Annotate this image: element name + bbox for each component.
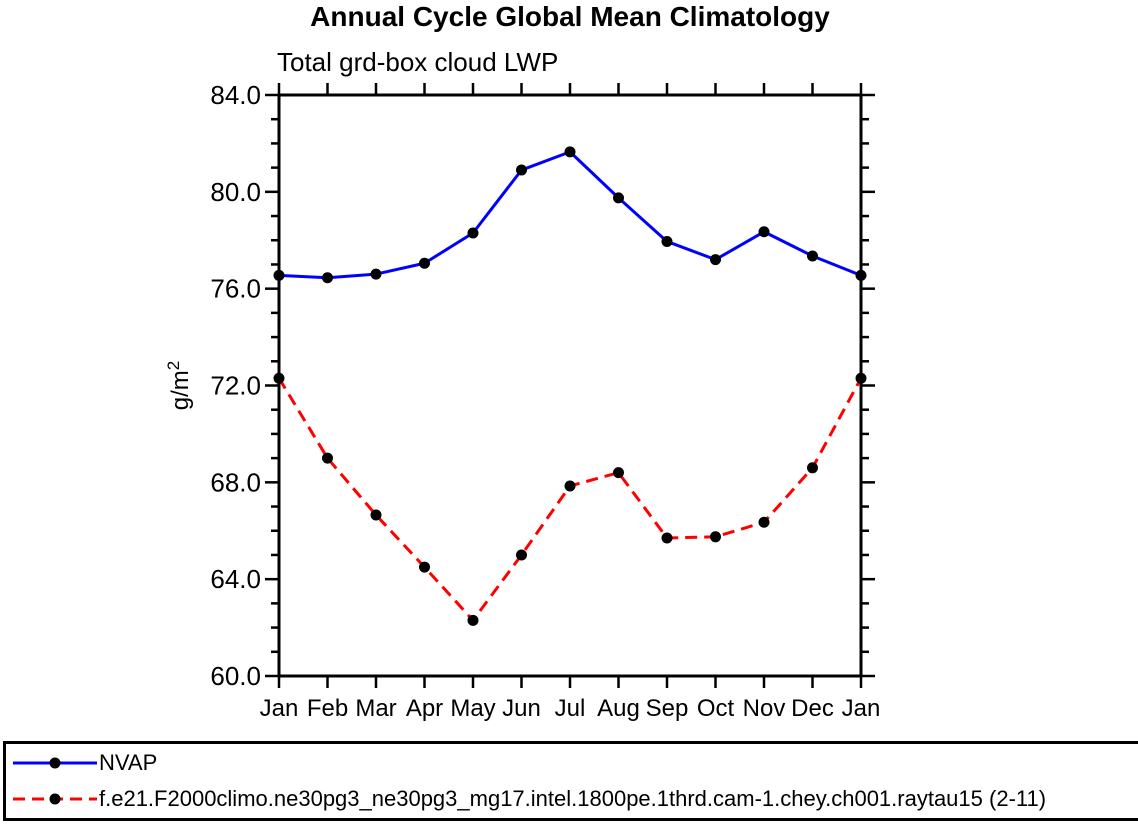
x-axis-tick-label: Apr xyxy=(406,695,443,722)
y-axis-tick-label: 84.0 xyxy=(210,80,261,110)
y-axis-tick-label: 64.0 xyxy=(210,564,261,594)
x-axis-tick-label: Nov xyxy=(743,695,786,722)
data-point-marker xyxy=(564,146,576,158)
plot-area: 60.0 64.0 68.0 72.0 76.0 80.0 84.0 Jan Feb Mar Apr… xyxy=(164,80,881,722)
data-point-marker xyxy=(322,452,333,464)
data-point-marker xyxy=(370,268,382,280)
axis-frame xyxy=(277,93,863,678)
data-point-marker xyxy=(613,192,624,204)
data-point-marker xyxy=(516,164,527,176)
data-point-marker xyxy=(855,269,867,281)
data-point-marker xyxy=(419,257,430,269)
data-point-marker xyxy=(758,516,770,528)
y-axis-tick-label: 60.0 xyxy=(210,661,261,691)
x-axis-tick-label: Jul xyxy=(555,695,586,722)
x-axis-tick-label: Jan xyxy=(842,695,881,722)
legend-label-model: f.e21.F2000climo.ne30pg3_ne30pg3_mg17.in… xyxy=(99,785,1047,811)
data-point-marker xyxy=(273,372,285,384)
y-axis-tick-label: 72.0 xyxy=(210,371,261,401)
x-axis-tick-label: Aug xyxy=(597,695,640,722)
data-point-marker xyxy=(613,467,624,479)
chart-title: Annual Cycle Global Mean Climatology xyxy=(310,1,830,32)
legend: NVAP f.e21.F2000climo.ne30pg3_ne30pg3_mg… xyxy=(3,741,1138,821)
data-point-marker xyxy=(661,532,673,544)
x-axis-tick-label: Feb xyxy=(307,695,348,722)
series-line-model xyxy=(277,377,863,622)
model-line-sample-icon xyxy=(13,793,97,805)
x-axis-tick-label: May xyxy=(450,695,495,722)
data-point-marker xyxy=(758,226,770,238)
data-point-marker xyxy=(710,531,721,543)
x-axis-tick-label: Mar xyxy=(355,695,396,722)
chart-subtitle: Total grd-box cloud LWP xyxy=(277,47,559,77)
data-point-marker xyxy=(419,561,430,573)
data-point-marker xyxy=(807,462,818,474)
legend-label-nvap: NVAP xyxy=(99,750,158,776)
x-axis-tick-label: Jan xyxy=(260,695,299,722)
y-axis-tick-label: 68.0 xyxy=(210,467,261,497)
data-point-marker xyxy=(807,250,818,262)
y-axis-tick-label: 80.0 xyxy=(210,177,261,207)
nvap-line-sample-icon xyxy=(13,757,97,769)
y-axis-tick-label: 76.0 xyxy=(210,274,261,304)
legend-item-nvap: NVAP xyxy=(13,747,1138,779)
data-point-marker xyxy=(710,254,721,266)
data-point-marker xyxy=(516,549,527,561)
data-point-marker xyxy=(467,227,479,239)
data-point-marker xyxy=(467,614,479,626)
x-axis-tick-label: Jun xyxy=(502,695,541,722)
data-point-marker xyxy=(855,372,867,384)
data-point-marker xyxy=(564,480,576,492)
x-axis-tick-label: Oct xyxy=(697,695,735,722)
data-point-marker xyxy=(370,509,382,521)
series-line-nvap xyxy=(278,150,862,280)
y-axis-title: g/m2 xyxy=(164,361,194,410)
data-point-marker xyxy=(273,269,285,281)
x-axis-tick-label: Dec xyxy=(791,695,834,722)
x-axis-tick-label: Sep xyxy=(646,695,689,722)
data-point-marker xyxy=(661,235,673,247)
legend-item-model: f.e21.F2000climo.ne30pg3_ne30pg3_mg17.in… xyxy=(13,783,1138,815)
data-point-marker xyxy=(322,272,333,284)
